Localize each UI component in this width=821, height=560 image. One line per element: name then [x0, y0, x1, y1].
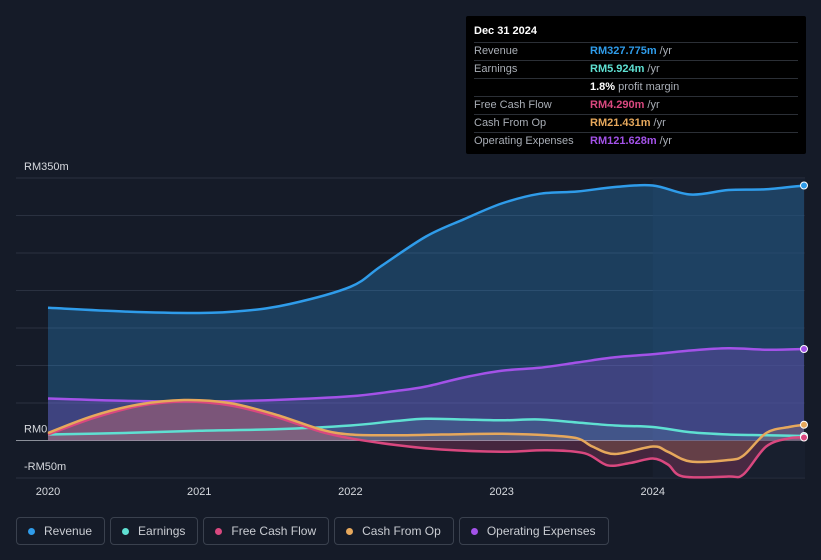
tooltip-row-value: RM121.628m: [590, 135, 657, 147]
tooltip-row-unit: /yr: [647, 99, 660, 111]
cash_from_op-area: [48, 399, 804, 462]
tooltip-row: Cash From Op RM21.431m/yr: [474, 114, 798, 132]
tooltip-row: Revenue RM327.775m/yr: [474, 42, 798, 60]
tooltip-row: Operating Expenses RM121.628m/yr: [474, 132, 798, 150]
legend-label: Free Cash Flow: [231, 524, 317, 538]
tooltip-row-label: Earnings: [474, 63, 518, 75]
operating_expenses-endpoint: [800, 345, 808, 353]
legend-item-earnings[interactable]: Earnings: [110, 517, 199, 545]
tooltip-row-value: RM21.431m: [590, 117, 651, 129]
tooltip: Dec 31 2024 Revenue RM327.775m/yr Earnings…: [466, 16, 806, 154]
x-axis-labels: 2020 2021 2022 2023 2024: [36, 486, 665, 498]
legend-item-revenue[interactable]: Revenue: [16, 517, 106, 545]
legend-item-cash-from-op[interactable]: Cash From Op: [334, 517, 454, 545]
x-axis-label: 2021: [187, 486, 211, 498]
tooltip-row-unit: /yr: [647, 63, 660, 75]
tooltip-row-unit: /yr: [659, 135, 672, 147]
y-axis-labels: RM350m RM0 -RM50m: [24, 161, 69, 473]
legend-item-operating-expenses[interactable]: Operating Expenses: [458, 517, 609, 545]
cash_from_op-endpoint: [800, 420, 808, 429]
free_cash_flow-line: [47, 400, 805, 479]
tooltip-row-unit: /yr: [659, 45, 672, 57]
tooltip-row-value: RM4.290m: [590, 99, 645, 111]
free_cash_flow-endpoint: [800, 433, 808, 442]
legend-label: Operating Expenses: [486, 524, 596, 538]
tooltip-row-label: [474, 79, 590, 96]
series-areas: [48, 185, 804, 478]
legend-dot-icon: [28, 527, 35, 535]
tooltip-row-label: Operating Expenses: [474, 135, 574, 147]
operating_expenses-area: [48, 348, 804, 441]
tooltip-row-unit: profit margin: [618, 81, 680, 93]
tooltip-row-label: Revenue: [474, 45, 519, 57]
y-axis-label: -RM50m: [24, 461, 66, 473]
tooltip-row: Earnings RM5.924m/yr: [474, 60, 798, 78]
legend-dot-icon: [215, 527, 223, 535]
x-axis-label: 2020: [36, 486, 60, 498]
legend: Revenue Earnings Free Cash Flow Cash From O…: [16, 517, 609, 545]
x-axis-label: 2022: [338, 486, 362, 498]
y-axis-label: RM0: [24, 424, 47, 436]
tooltip-row-label: Cash From Op: [474, 117, 547, 129]
y-axis-label: RM350m: [24, 161, 69, 173]
tooltip-row-label: Free Cash Flow: [474, 99, 552, 111]
legend-label: Cash From Op: [362, 524, 441, 538]
free_cash_flow-area: [48, 401, 804, 478]
legend-item-free-cash-flow[interactable]: Free Cash Flow: [203, 517, 330, 545]
tooltip-row: 1.8% profit margin: [474, 78, 798, 96]
tooltip-rows: Revenue RM327.775m/yr Earnings RM5.924m/yr 1…: [474, 42, 798, 150]
tooltip-date: Dec 31 2024: [474, 25, 537, 37]
earnings-area: [48, 418, 804, 441]
series-lines: [47, 183, 805, 479]
tooltip-row: Free Cash Flow RM4.290m/yr: [474, 96, 798, 114]
legend-dot-icon: [122, 527, 130, 535]
legend-label: Earnings: [138, 524, 186, 538]
revenue-endpoint: [800, 181, 808, 190]
revenue-area: [48, 185, 804, 441]
revenue-line: [47, 183, 805, 315]
tooltip-row-value: RM327.775m: [590, 45, 657, 57]
legend-dot-icon: [470, 527, 478, 535]
tooltip-row-value: RM5.924m: [590, 63, 645, 75]
operating_expenses-line: [47, 347, 805, 403]
x-axis-label: 2024: [641, 486, 665, 498]
series-endpoints: [800, 181, 808, 442]
legend-label: Revenue: [44, 524, 93, 538]
cash_from_op-line: [47, 398, 805, 464]
earnings-line: [47, 417, 805, 438]
tooltip-row-value: 1.8%: [590, 81, 616, 93]
tooltip-row-unit: /yr: [653, 117, 666, 129]
x-axis-label: 2023: [489, 486, 513, 498]
legend-dot-icon: [346, 527, 354, 535]
